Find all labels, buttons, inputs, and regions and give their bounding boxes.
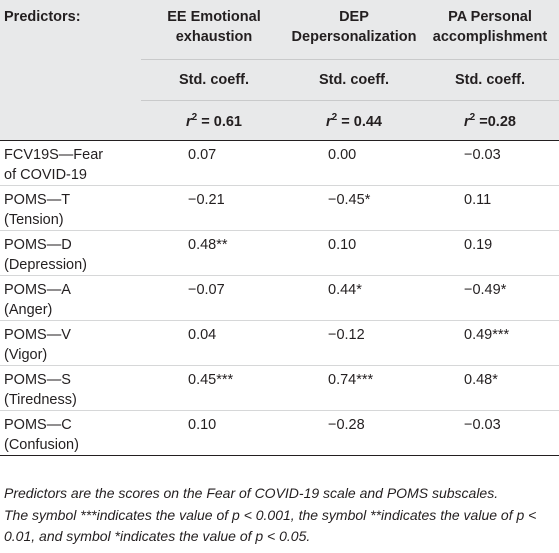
r2-superscript: 2 <box>331 112 338 123</box>
pa-value: 0.48* <box>421 365 559 411</box>
predictor-cell: POMS—C (Confusion) <box>0 410 141 456</box>
predictor-cell: POMS—T (Tension) <box>0 185 141 231</box>
pa-r2: r2 =0.28 <box>421 99 559 141</box>
predictor-subname: (Tension) <box>4 211 64 228</box>
dep-value: −0.45* <box>287 185 421 231</box>
pa-value: −0.49* <box>421 275 559 321</box>
predictor-name: POMS—D <box>4 236 72 253</box>
predictor-name: POMS—S <box>4 371 71 388</box>
predictor-subname: (Tiredness) <box>4 391 77 408</box>
predictor-cell: POMS—D (Depression) <box>0 230 141 276</box>
r2-superscript: 2 <box>469 112 476 123</box>
pa-header-line1: PA Personal <box>448 9 532 25</box>
table-row: FCV19S—Fear of COVID-19 0.07 0.00 −0.03 <box>0 140 559 186</box>
table-row: POMS—T (Tension) −0.21 −0.45* 0.11 <box>0 185 559 231</box>
footnote-line2: The symbol ***indicates the value of p <… <box>4 506 537 545</box>
predictor-subname: of COVID-19 <box>4 166 87 183</box>
pa-header-line2: accomplishment <box>432 29 548 45</box>
predictor-subname: (Anger) <box>4 301 53 318</box>
r2-value: = 0.44 <box>341 114 382 130</box>
predictor-name: POMS—T <box>4 191 71 208</box>
pa-value: 0.49*** <box>421 320 559 366</box>
table-row: POMS—A (Anger) −0.07 0.44* −0.49* <box>0 275 559 321</box>
ee-coeff-label: Std. coeff. <box>141 58 287 100</box>
predictor-name: POMS—A <box>4 281 71 298</box>
dep-value: 0.74*** <box>287 365 421 411</box>
header-row-titles: Predictors: EE Emotional exhaustion DEP De… <box>0 0 559 59</box>
r2-symbol: r <box>464 114 470 130</box>
pa-value: 0.19 <box>421 230 559 276</box>
ee-r2: r2 = 0.61 <box>141 99 287 141</box>
predictor-cell: FCV19S—Fear of COVID-19 <box>0 140 141 186</box>
dep-r2: r2 = 0.44 <box>287 99 421 141</box>
r2-symbol: r <box>186 114 192 130</box>
header-spacer <box>0 100 141 141</box>
dep-value: 0.44* <box>287 275 421 321</box>
ee-header-line1: EE Emotional <box>167 9 261 25</box>
dep-value: −0.12 <box>287 320 421 366</box>
ee-value: −0.07 <box>141 275 287 321</box>
header-spacer <box>0 59 141 100</box>
dep-coeff-label: Std. coeff. <box>287 58 421 100</box>
ee-value: −0.21 <box>141 185 287 231</box>
ee-header-line2: exhaustion <box>175 29 253 45</box>
table-row: POMS—C (Confusion) 0.10 −0.28 −0.03 <box>0 410 559 456</box>
table-row: POMS—V (Vigor) 0.04 −0.12 0.49*** <box>0 320 559 366</box>
r2-symbol: r <box>326 114 332 130</box>
dep-header-line2: Depersonalization <box>291 29 417 45</box>
pa-value: −0.03 <box>421 410 559 456</box>
footnote-line1: Predictors are the scores on the Fear of… <box>4 485 499 501</box>
table-footnote: Predictors are the scores on the Fear of… <box>4 483 556 548</box>
predictor-name: POMS—C <box>4 416 72 433</box>
table-row: POMS—D (Depression) 0.48** 0.10 0.19 <box>0 230 559 276</box>
predictor-subname: (Confusion) <box>4 436 79 453</box>
predictor-cell: POMS—A (Anger) <box>0 275 141 321</box>
header-row-r2: r2 = 0.61 r2 = 0.44 r2 =0.28 <box>0 99 559 141</box>
predictor-subname: (Depression) <box>4 256 87 273</box>
dep-header-line1: DEP <box>339 9 369 25</box>
dep-value: 0.10 <box>287 230 421 276</box>
ee-header: EE Emotional exhaustion <box>141 0 287 59</box>
predictor-name: FCV19S—Fear <box>4 146 104 163</box>
ee-value: 0.45*** <box>141 365 287 411</box>
predictors-header: Predictors: <box>0 0 141 59</box>
pa-header: PA Personal accomplishment <box>421 0 559 59</box>
ee-value: 0.10 <box>141 410 287 456</box>
ee-value: 0.48** <box>141 230 287 276</box>
table-row: POMS—S (Tiredness) 0.45*** 0.74*** 0.48* <box>0 365 559 411</box>
dep-value: −0.28 <box>287 410 421 456</box>
ee-value: 0.07 <box>141 140 287 186</box>
pa-value: −0.03 <box>421 140 559 186</box>
predictor-cell: POMS—S (Tiredness) <box>0 365 141 411</box>
dep-value: 0.00 <box>287 140 421 186</box>
r2-value: = 0.61 <box>201 114 242 130</box>
pa-coeff-label: Std. coeff. <box>421 58 559 100</box>
r2-superscript: 2 <box>191 112 198 123</box>
predictor-cell: POMS—V (Vigor) <box>0 320 141 366</box>
regression-table: Predictors: EE Emotional exhaustion DEP De… <box>0 0 559 456</box>
pa-value: 0.11 <box>421 185 559 231</box>
predictor-subname: (Vigor) <box>4 346 48 363</box>
predictor-name: POMS—V <box>4 326 71 343</box>
r2-value: =0.28 <box>479 114 516 130</box>
dep-header: DEP Depersonalization <box>287 0 421 59</box>
header-row-coeff: Std. coeff. Std. coeff. Std. coeff. <box>0 58 559 100</box>
ee-value: 0.04 <box>141 320 287 366</box>
